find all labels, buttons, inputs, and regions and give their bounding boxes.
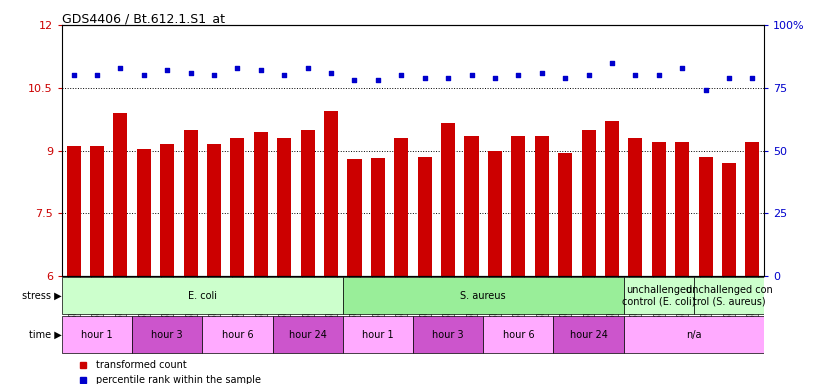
Text: stress ▶: stress ▶ [22, 291, 62, 301]
Bar [745, 142, 759, 276]
Point [511, 72, 525, 78]
Bar [343, 277, 624, 314]
Bar [348, 159, 362, 276]
Bar [273, 316, 343, 353]
Bar [62, 316, 132, 353]
Bar [62, 277, 343, 314]
Text: GDS4406 / Bt.612.1.S1_at: GDS4406 / Bt.612.1.S1_at [62, 12, 225, 25]
Point [465, 72, 478, 78]
Point [582, 72, 595, 78]
Bar [441, 123, 455, 276]
Text: hour 1: hour 1 [362, 329, 394, 339]
Text: hour 24: hour 24 [289, 329, 326, 339]
Bar [624, 277, 694, 314]
Text: percentile rank within the sample: percentile rank within the sample [96, 374, 261, 384]
Point [395, 72, 408, 78]
Bar [652, 142, 666, 276]
Bar [582, 130, 596, 276]
Point [488, 74, 501, 81]
Bar [394, 138, 408, 276]
Text: hour 3: hour 3 [432, 329, 464, 339]
Point [114, 65, 127, 71]
Text: hour 1: hour 1 [81, 329, 113, 339]
Bar [488, 151, 502, 276]
Point [207, 72, 221, 78]
Bar [230, 138, 244, 276]
Text: S. aureus: S. aureus [460, 291, 506, 301]
Bar [254, 132, 268, 276]
Bar [113, 113, 127, 276]
Bar [699, 157, 713, 276]
Text: time ▶: time ▶ [29, 329, 62, 339]
Point [699, 87, 712, 93]
Bar [324, 111, 338, 276]
Text: hour 6: hour 6 [502, 329, 534, 339]
Bar [464, 136, 478, 276]
Bar [553, 316, 624, 353]
Point [558, 74, 572, 81]
Bar [722, 163, 736, 276]
Bar [278, 138, 292, 276]
Point [652, 72, 665, 78]
Point [676, 65, 689, 71]
Point [230, 65, 244, 71]
Point [254, 67, 268, 73]
Bar [629, 138, 643, 276]
Bar [371, 158, 385, 276]
Bar [90, 146, 104, 276]
Point [629, 72, 642, 78]
Bar [558, 153, 572, 276]
Text: hour 3: hour 3 [151, 329, 183, 339]
Bar [301, 130, 315, 276]
Point [278, 72, 291, 78]
Point [184, 70, 197, 76]
Point [746, 74, 759, 81]
Point [90, 72, 104, 78]
Bar [132, 316, 202, 353]
Point [722, 74, 735, 81]
Bar [207, 144, 221, 276]
Point [535, 70, 548, 76]
Bar [534, 136, 548, 276]
Bar [624, 316, 764, 353]
Point [348, 77, 361, 83]
Point [441, 74, 454, 81]
Text: E. coli: E. coli [188, 291, 217, 301]
Point [301, 65, 314, 71]
Bar [67, 146, 81, 276]
Point [137, 72, 150, 78]
Bar [605, 121, 619, 276]
Bar [160, 144, 174, 276]
Text: transformed count: transformed count [96, 359, 187, 369]
Point [605, 60, 619, 66]
Point [418, 74, 431, 81]
Bar [694, 277, 764, 314]
Point [372, 77, 385, 83]
Point [160, 67, 173, 73]
Bar [483, 316, 553, 353]
Bar [183, 130, 197, 276]
Bar [675, 142, 689, 276]
Text: unchallenged
control (E. coli): unchallenged control (E. coli) [622, 285, 695, 306]
Text: hour 6: hour 6 [221, 329, 254, 339]
Bar [511, 136, 525, 276]
Bar [137, 149, 151, 276]
Text: unchallenged con
trol (S. aureus): unchallenged con trol (S. aureus) [686, 285, 772, 306]
Bar [418, 157, 432, 276]
Bar [202, 316, 273, 353]
Bar [413, 316, 483, 353]
Bar [343, 316, 413, 353]
Text: n/a: n/a [686, 329, 701, 339]
Text: hour 24: hour 24 [570, 329, 607, 339]
Point [325, 70, 338, 76]
Point [67, 72, 80, 78]
